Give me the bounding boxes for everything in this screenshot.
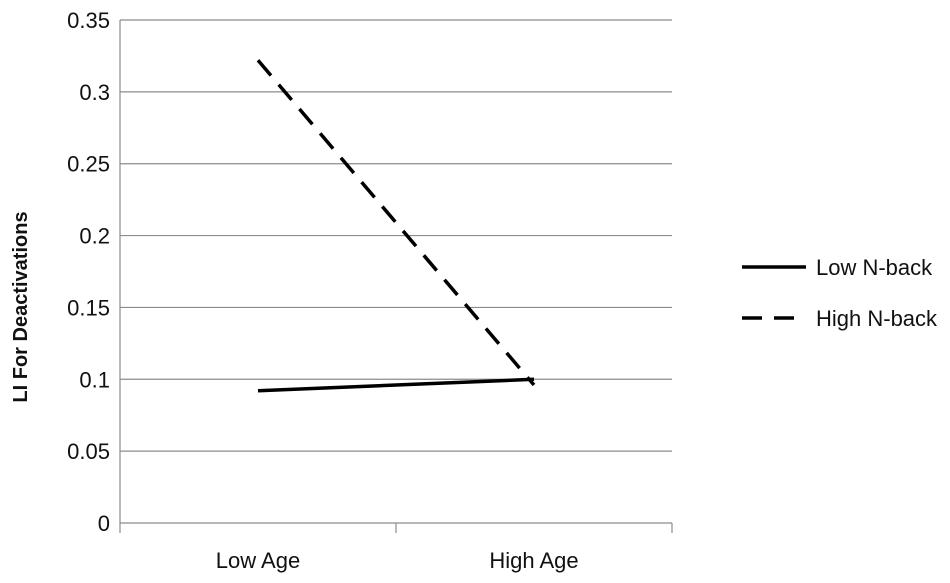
y-tick-labels: 0 0.05 0.1 0.15 0.2 0.25 0.3 0.35 (67, 8, 110, 536)
series-line-high-n-back (256, 59, 536, 387)
y-tick-label: 0.25 (67, 152, 110, 177)
y-tick-label: 0.05 (67, 439, 110, 464)
y-tick-label: 0.35 (67, 8, 110, 33)
legend: Low N-back High N-back (742, 255, 938, 331)
series-line-low-n-back (257, 377, 535, 393)
series-lines (256, 59, 536, 393)
y-tick-label: 0.15 (67, 295, 110, 320)
x-tick-label: Low Age (216, 548, 300, 573)
y-tick-label: 0.1 (79, 367, 110, 392)
gridlines (120, 19, 672, 452)
legend-label: High N-back (816, 306, 938, 331)
x-tick-label: High Age (489, 548, 578, 573)
y-axis-title: LI For Deactivations (10, 211, 32, 402)
y-tick-label: 0 (98, 511, 110, 536)
axes (119, 20, 673, 533)
x-tick-labels: Low Age High Age (216, 548, 579, 573)
y-tick-label: 0.2 (79, 224, 110, 249)
legend-label: Low N-back (816, 255, 933, 280)
y-tick-label: 0.3 (79, 80, 110, 105)
